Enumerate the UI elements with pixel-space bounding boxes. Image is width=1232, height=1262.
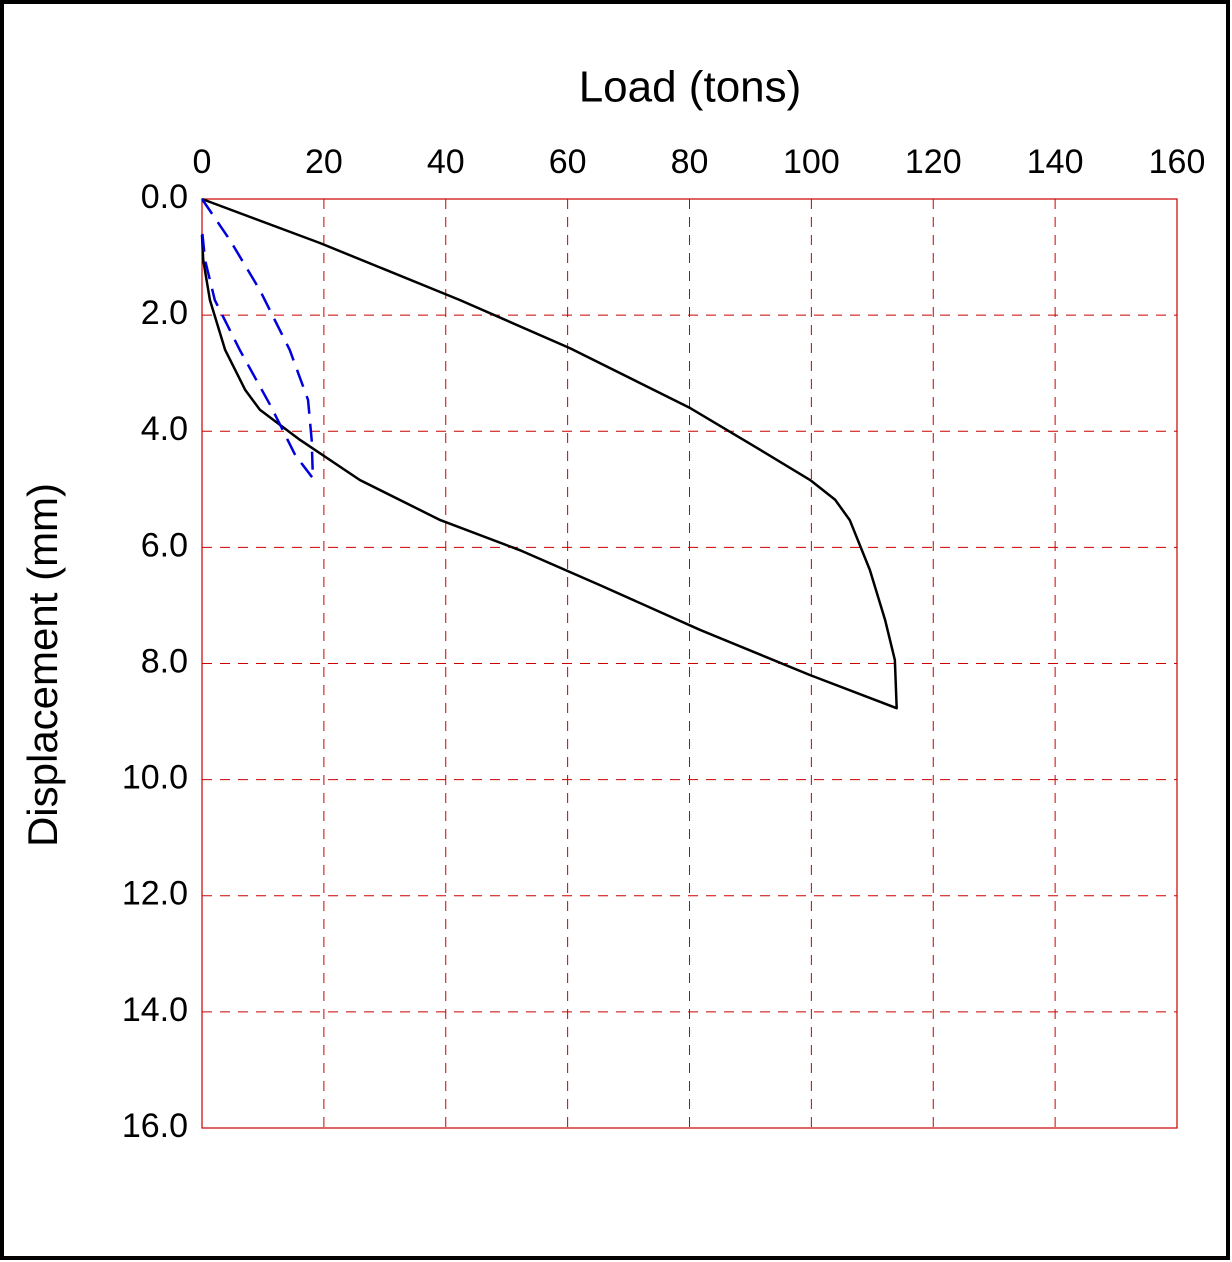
x-tick-label: 140 — [1027, 143, 1084, 181]
y-tick-label: 6.0 — [141, 526, 188, 564]
y-tick-label: 12.0 — [122, 875, 188, 913]
y-tick-label: 16.0 — [122, 1107, 188, 1145]
x-tick-label: 40 — [427, 143, 465, 181]
y-tick-label: 4.0 — [141, 410, 188, 448]
x-tick-label: 60 — [549, 143, 587, 181]
y-tick-label: 0.0 — [141, 178, 188, 216]
y-tick-label: 10.0 — [122, 759, 188, 797]
y-tick-label: 2.0 — [141, 294, 188, 332]
plot-area — [201, 198, 1178, 1129]
chart-title: Load (tons) — [579, 63, 802, 112]
x-tick-label: 80 — [671, 143, 709, 181]
x-tick-label: 20 — [305, 143, 343, 181]
data-line — [200, 198, 315, 480]
data-line — [200, 197, 898, 710]
y-tick-label: 8.0 — [141, 642, 188, 680]
y-tick-label: 14.0 — [122, 991, 188, 1029]
x-tick-label: 0 — [193, 143, 212, 181]
x-tick-label: 100 — [783, 143, 840, 181]
x-tick-label: 160 — [1149, 143, 1206, 181]
x-tick-label: 120 — [905, 143, 962, 181]
y-axis-label: Displacement (mm) — [19, 483, 66, 847]
